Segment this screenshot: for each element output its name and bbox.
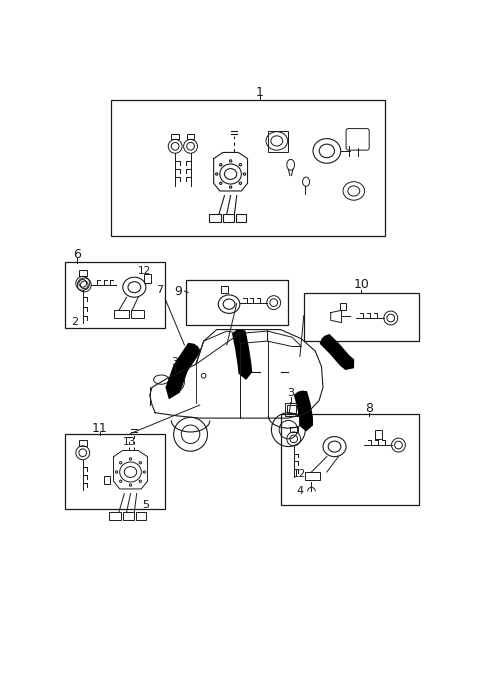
Bar <box>267 131 288 152</box>
Bar <box>144 274 151 283</box>
Bar <box>236 214 246 222</box>
Text: 9: 9 <box>174 285 182 297</box>
Text: 7: 7 <box>156 285 163 295</box>
Text: 12: 12 <box>138 266 151 276</box>
Bar <box>375 430 382 439</box>
Bar <box>109 512 121 520</box>
Bar <box>186 280 288 325</box>
Bar <box>281 414 419 505</box>
Text: 4: 4 <box>296 486 303 496</box>
Bar <box>114 310 129 318</box>
Bar <box>171 134 179 139</box>
Bar <box>79 441 86 446</box>
Bar <box>209 214 221 222</box>
Text: 5: 5 <box>143 500 149 510</box>
Bar <box>65 434 165 509</box>
Bar <box>136 512 146 520</box>
Text: 10: 10 <box>354 279 370 291</box>
Text: 11: 11 <box>92 421 108 435</box>
Bar <box>223 214 234 222</box>
Bar <box>65 262 165 328</box>
Text: 1: 1 <box>256 86 264 99</box>
Text: 13: 13 <box>122 437 135 447</box>
Text: 6: 6 <box>72 247 81 261</box>
Polygon shape <box>294 391 313 431</box>
Bar <box>111 100 384 236</box>
Text: 8: 8 <box>365 402 373 414</box>
Polygon shape <box>320 334 354 370</box>
Text: 3: 3 <box>172 357 179 367</box>
Bar <box>340 303 346 310</box>
Bar <box>285 403 299 416</box>
Bar <box>79 270 86 277</box>
Bar <box>131 310 144 318</box>
Bar <box>290 427 298 432</box>
Bar <box>304 472 320 480</box>
Polygon shape <box>232 329 252 380</box>
Bar <box>187 134 194 139</box>
Text: 3: 3 <box>287 387 294 398</box>
Text: 12: 12 <box>293 469 307 480</box>
Bar <box>104 476 110 484</box>
Bar <box>123 512 134 520</box>
Polygon shape <box>166 343 201 399</box>
Text: 2: 2 <box>72 317 79 327</box>
Bar <box>304 292 419 341</box>
Bar <box>221 286 228 293</box>
Bar <box>287 405 296 414</box>
